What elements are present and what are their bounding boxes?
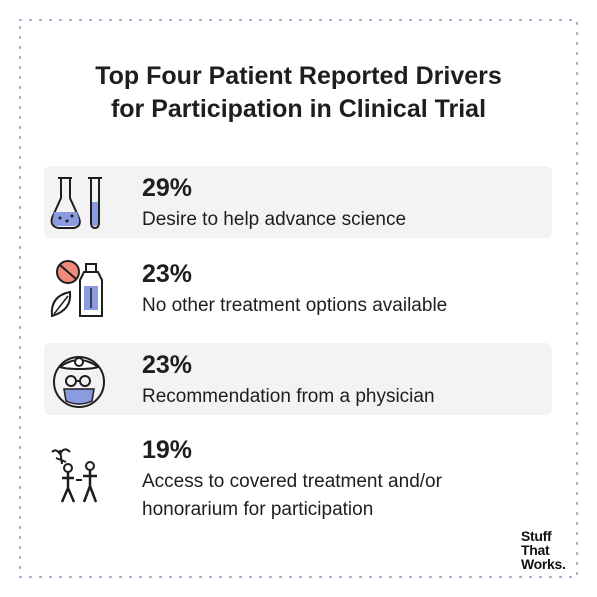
driver-row: 29% Desire to help advance science [44, 166, 552, 238]
driver-description: No other treatment options available [142, 295, 448, 316]
driver-row: 23% No other treatment options available [44, 252, 552, 324]
logo-line-1: Stuff [521, 528, 552, 544]
driver-description: Access to covered treatment and/or honor… [142, 471, 442, 520]
lab-flask-test-tube-icon [50, 177, 102, 230]
driver-description: Desire to help advance science [142, 209, 407, 230]
stuff-that-works-logo: Stuff That Works. [521, 529, 566, 571]
driver-percent: 19% [142, 436, 193, 464]
driver-row: 19% Access to covered treatment and/or h… [44, 428, 552, 528]
logo-line-3: Works. [521, 556, 566, 572]
driver-percent: 23% [142, 260, 193, 288]
title-line-1: Top Four Patient Reported Drivers [95, 62, 502, 90]
title-line-2: for Participation in Clinical Trial [110, 95, 487, 123]
doctor-face-icon [53, 356, 105, 408]
prohibited-medication-icon [50, 260, 103, 318]
logo-line-2: That [521, 542, 550, 558]
driver-description: Recommendation from a physician [142, 386, 435, 407]
driver-percent: 23% [142, 351, 193, 379]
driver-percent: 29% [142, 174, 193, 202]
driver-row: 23% Recommendation from a physician [44, 343, 552, 415]
chart-title: Top Four Patient Reported Drivers for Pa… [0, 60, 597, 126]
people-payment-icon [51, 448, 98, 503]
